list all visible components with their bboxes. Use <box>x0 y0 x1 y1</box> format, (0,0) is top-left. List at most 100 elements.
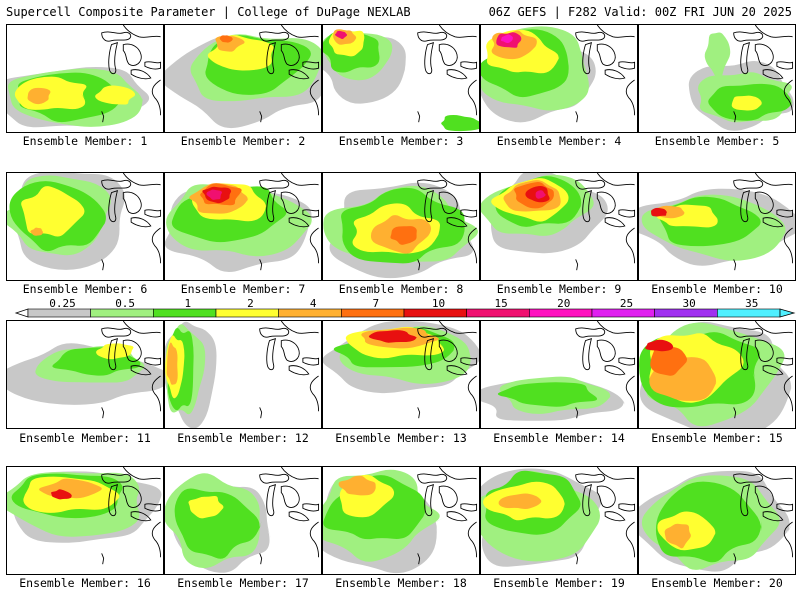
scp-field-20 <box>639 467 794 572</box>
ensemble-map-2 <box>164 24 322 133</box>
colorbar-level-label: 7 <box>372 297 379 310</box>
river-outline <box>575 259 579 271</box>
ensemble-map-3 <box>322 24 480 133</box>
colorbar-left-arrow <box>14 308 29 318</box>
coastline-outline <box>438 467 478 558</box>
scp-field-13 <box>323 321 479 419</box>
ensemble-member-caption: Ensemble Member: 5 <box>654 134 780 148</box>
scp-field-10 <box>639 173 795 271</box>
great-lakes-outline <box>101 179 162 228</box>
coastline-outline <box>754 467 794 558</box>
map-title: Supercell Composite Parameter | College … <box>6 5 411 19</box>
ensemble-member-caption: Ensemble Member: 4 <box>496 134 622 148</box>
scp-field-15 <box>639 321 794 428</box>
river-outline <box>101 259 105 271</box>
scp-contour-level-2 <box>704 32 731 79</box>
ensemble-map-20 <box>638 466 796 575</box>
ensemble-map-9 <box>480 172 638 281</box>
scp-field-16 <box>7 467 162 565</box>
ensemble-member-caption: Ensemble Member: 10 <box>651 282 783 296</box>
scp-contour-level-5 <box>498 493 543 510</box>
coastline-outline <box>122 467 162 558</box>
colorbar-level-label: 0.5 <box>115 297 135 310</box>
ensemble-map-11 <box>6 320 164 429</box>
great-lakes-outline <box>417 179 478 228</box>
coastline-outline <box>122 25 162 116</box>
river-outline <box>101 407 105 419</box>
run-valid-time: 06Z GEFS | F282 Valid: 00Z FRI JUN 20 20… <box>488 5 792 19</box>
ensemble-member-caption: Ensemble Member: 18 <box>335 576 467 590</box>
colorbar-segment <box>403 308 467 318</box>
scp-contour-level-7 <box>645 339 674 352</box>
ensemble-member-caption: Ensemble Member: 14 <box>493 431 625 445</box>
great-lakes-outline <box>417 473 478 522</box>
colorbar-segment <box>466 308 530 318</box>
colorbar-segment <box>717 308 781 318</box>
great-lakes-outline <box>575 473 636 522</box>
ensemble-map-6 <box>6 172 164 281</box>
coastline-outline <box>596 467 636 558</box>
great-lakes-outline <box>575 179 636 228</box>
scp-field-19 <box>481 467 636 567</box>
ensemble-map-7 <box>164 172 322 281</box>
ensemble-map-8 <box>322 172 480 281</box>
scp-field-17 <box>165 467 320 573</box>
great-lakes-outline <box>101 327 162 376</box>
scp-contour-level-7 <box>651 207 668 217</box>
scp-contour-level-6 <box>650 346 688 376</box>
coastline-outline <box>596 173 636 264</box>
colorbar-segment <box>278 308 342 318</box>
colorbar-level-label: 20 <box>557 297 570 310</box>
coastline-outline <box>438 25 478 116</box>
great-lakes-outline <box>733 179 794 228</box>
coastline-outline <box>596 321 636 412</box>
scp-field-18 <box>323 467 478 574</box>
coastline-outline <box>438 173 478 264</box>
coastline-outline <box>280 173 320 264</box>
colorbar-segment <box>654 308 718 318</box>
colorbar-segment <box>529 308 593 318</box>
scp-contour-level-4 <box>731 95 763 111</box>
colorbar-level-label: 15 <box>495 297 508 310</box>
ensemble-member-caption: Ensemble Member: 7 <box>180 282 306 296</box>
river-outline <box>417 553 421 565</box>
river-outline <box>733 111 737 123</box>
scp-field-3 <box>323 25 479 132</box>
river-outline <box>259 553 263 565</box>
scp-contour-level-3 <box>497 382 598 407</box>
coastline-outline <box>280 25 320 116</box>
coastline-outline <box>280 467 320 558</box>
river-outline <box>733 407 737 419</box>
ensemble-member-caption: Ensemble Member: 1 <box>22 134 148 148</box>
scp-contour-level-8 <box>535 190 547 199</box>
colorbar-segment <box>153 308 217 318</box>
coastline-outline <box>438 321 478 412</box>
great-lakes-outline <box>101 473 162 522</box>
ensemble-map-1 <box>6 24 164 133</box>
scp-contour-level-6 <box>390 226 417 245</box>
ensemble-member-caption: Ensemble Member: 9 <box>496 282 622 296</box>
scp-contour-level-4 <box>188 496 225 519</box>
scp-contour-level-4 <box>95 85 137 105</box>
colorbar-segment <box>27 308 91 318</box>
scp-contour-level-5 <box>166 342 178 385</box>
coastline-outline <box>596 25 636 116</box>
coastline-outline <box>754 173 794 264</box>
river-outline <box>417 111 421 123</box>
ensemble-member-caption: Ensemble Member: 16 <box>19 576 151 590</box>
colorbar-level-label: 2 <box>247 297 254 310</box>
great-lakes-outline <box>417 31 478 80</box>
ensemble-map-17 <box>164 466 322 575</box>
colorbar-level-label: 35 <box>745 297 758 310</box>
great-lakes-outline <box>733 31 794 80</box>
ensemble-member-caption: Ensemble Member: 8 <box>338 282 464 296</box>
scp-contour-level-5 <box>27 87 51 105</box>
river-outline <box>259 407 263 419</box>
scp-field-4 <box>481 25 636 123</box>
river-outline <box>575 553 579 565</box>
scp-contour-level-9 <box>500 34 513 44</box>
scp-contour-level-3 <box>441 114 479 132</box>
ensemble-member-caption: Ensemble Member: 15 <box>651 431 783 445</box>
colorbar-segment <box>341 308 405 318</box>
scp-field-1 <box>7 25 162 128</box>
